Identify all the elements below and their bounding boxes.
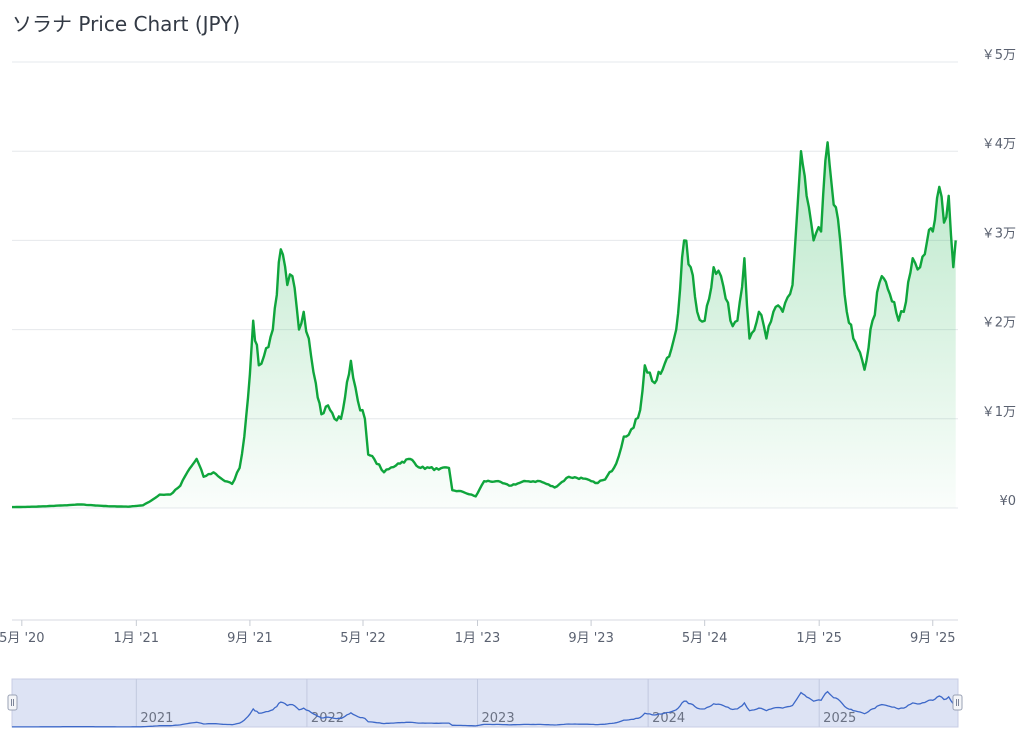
navigator-right-handle[interactable] — [952, 694, 963, 711]
x-tick-label: 5月 '20 — [0, 631, 45, 646]
x-tick-label: 5月 '22 — [340, 631, 386, 646]
y-tick-label: ￥4万 — [982, 137, 1016, 152]
x-axis: 5月 '20 1月 '21 9月 '21 5月 '22 1月 '23 9月 '23 5月 '… — [0, 620, 956, 646]
chart-title: ソラナ Price Chart (JPY) — [12, 12, 241, 36]
x-tick-label: 9月 '23 — [568, 631, 614, 646]
x-tick-label: 9月 '25 — [910, 631, 956, 646]
navigator-year-label: 2021 — [140, 711, 173, 726]
navigator-year-label: 2025 — [823, 711, 856, 726]
y-tick-label: ￥2万 — [982, 316, 1016, 331]
navigator-year-labels: 2021 2022 2023 2024 2025 — [140, 711, 856, 726]
price-area-fill — [12, 142, 956, 509]
navigator-series-line — [12, 690, 957, 728]
y-tick-label: ￥5万 — [982, 48, 1016, 63]
price-series-line[interactable] — [12, 141, 957, 509]
y-tick-label: ￥1万 — [982, 405, 1016, 420]
y-tick-label: ¥0 — [999, 494, 1016, 509]
navigator-year-label: 2023 — [482, 711, 515, 726]
navigator-year-label: 2024 — [652, 711, 685, 726]
navigator-left-handle[interactable] — [7, 694, 18, 711]
y-tick-label: ￥3万 — [982, 226, 1016, 241]
navigator-year-label: 2022 — [311, 711, 344, 726]
range-navigator[interactable]: 2021 2022 2023 2024 2025 — [7, 678, 963, 728]
navigator-year-dividers — [135, 679, 820, 727]
x-tick-label: 1月 '21 — [114, 631, 160, 646]
x-tick-label: 1月 '25 — [796, 631, 842, 646]
x-tick-label: 5月 '24 — [682, 631, 728, 646]
y-axis-labels: ¥0 ￥1万 ￥2万 ￥3万 ￥4万 ￥5万 — [982, 48, 1016, 509]
x-tick-label: 1月 '23 — [455, 631, 501, 646]
x-tick-label: 9月 '21 — [227, 631, 273, 646]
